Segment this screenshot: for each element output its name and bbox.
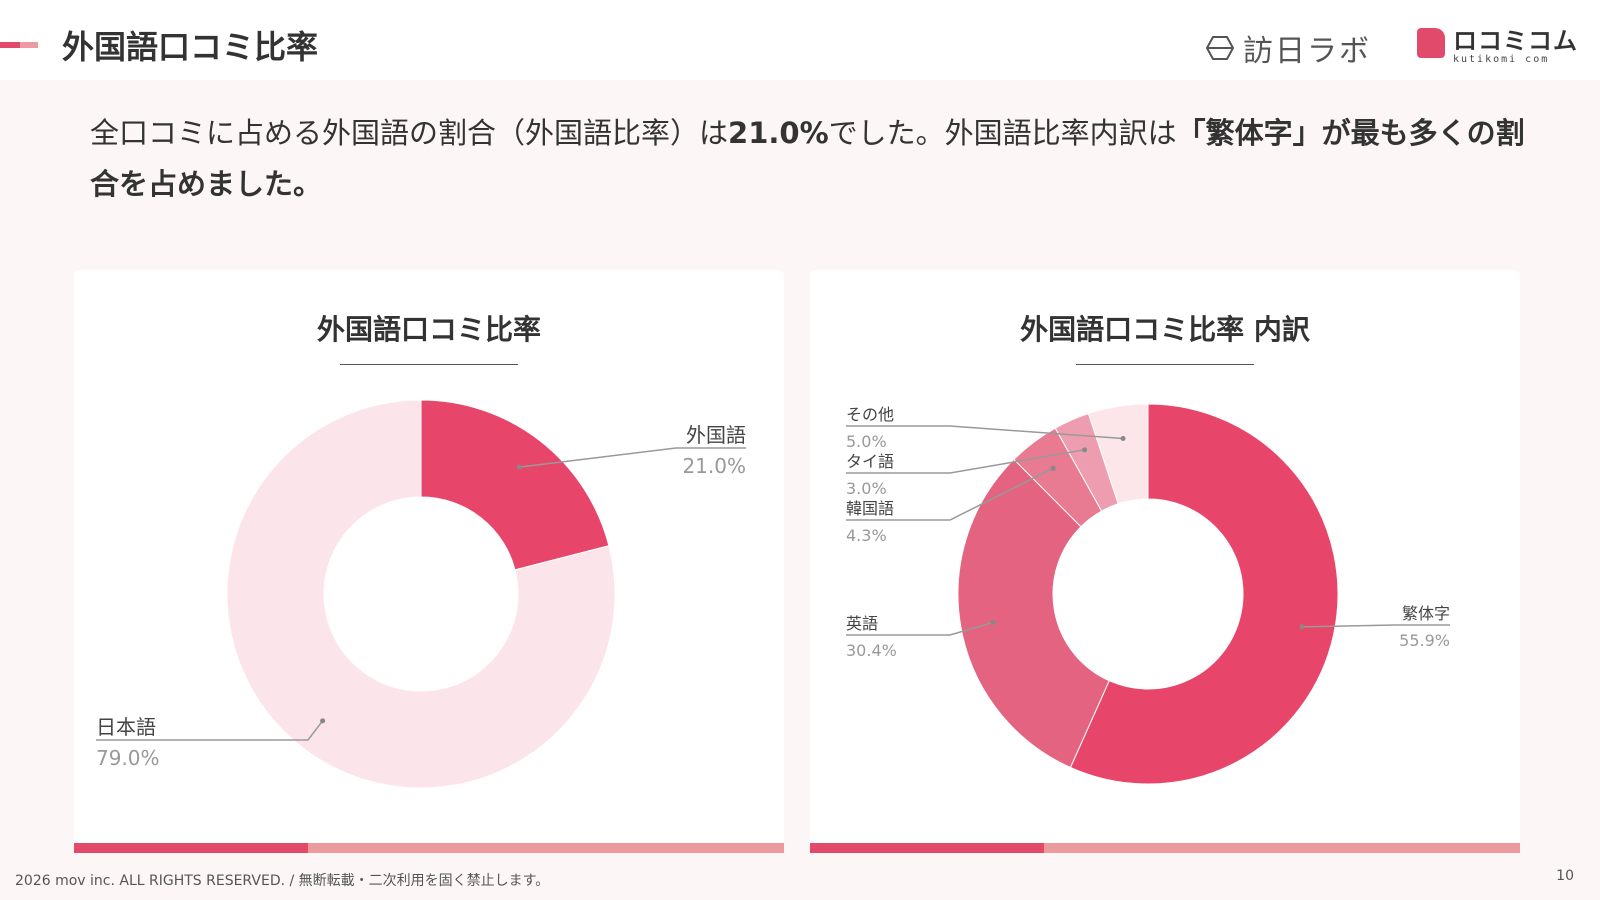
leader-dot [516, 464, 522, 470]
summary-text: 全口コミに占める外国語の割合（外国語比率）は21.0%でした。外国語比率内訳は「… [90, 108, 1530, 210]
slice-label: 英語 [846, 614, 878, 633]
slice-value-label: 21.0% [682, 454, 746, 478]
slice-label: 日本語 [96, 715, 156, 739]
hexagon-logo-icon [1205, 36, 1235, 60]
leader-dot [320, 718, 326, 724]
page-number: 10 [1556, 868, 1574, 884]
leader-line [846, 467, 1054, 521]
leader-line [1302, 624, 1450, 628]
card-bar-light [1044, 843, 1520, 853]
title-underline [340, 364, 518, 365]
leader-line [846, 425, 1124, 440]
donut-slice [957, 458, 1110, 769]
card-bar-dark [74, 843, 308, 853]
header-accent-light [20, 42, 38, 48]
brand-logo-honichi-lab: 訪日ラボ [1205, 26, 1371, 70]
slice-value-label: 5.0% [846, 432, 887, 451]
slice-label: 韓国語 [846, 499, 894, 518]
slice-value-label: 4.3% [846, 526, 887, 545]
card-bar-light [308, 843, 784, 853]
card-bar-dark [810, 843, 1044, 853]
page-title: 外国語口コミ比率 [62, 28, 319, 66]
slice-value-label: 30.4% [846, 641, 897, 660]
slice-label: 繁体字 [1402, 604, 1450, 623]
leader-dot [1120, 435, 1126, 441]
donut-chart-foreign-ratio: 外国語 21.0% 日本語 79.0% [96, 399, 746, 789]
title-underline [1076, 364, 1254, 365]
donut-slice [420, 399, 610, 571]
header-accent-dark [0, 42, 20, 48]
summary-rate: 21.0% [728, 116, 829, 150]
speech-bubble-logo-icon [1417, 28, 1445, 58]
chart-title: 外国語口コミ比率 [316, 313, 541, 346]
brand2-sub: kutikomi com [1453, 54, 1550, 65]
leader-line [519, 447, 746, 468]
donut-slice [1087, 403, 1149, 505]
leader-line [846, 621, 994, 636]
chart-card-foreign-ratio: 外国語口コミ比率 外国語 21.0% 日本語 79.0% [74, 270, 784, 853]
brand2-name: ロコミコム [1453, 27, 1578, 55]
slice-label: タイ語 [846, 452, 894, 471]
brand-logo-kutikomi: ロコミコム kutikomi com [1417, 28, 1578, 65]
leader-line [96, 720, 324, 741]
slice-value-label: 79.0% [96, 746, 160, 770]
donut-slice [226, 399, 616, 789]
brand1-name: 訪日ラボ [1243, 34, 1371, 69]
summary-highlight: 「繁体字」が最も多くの割合を占めました。 [90, 116, 1525, 201]
leader-dot [1082, 447, 1088, 453]
leader-dot [990, 619, 996, 625]
leader-line [846, 449, 1085, 474]
summary-part2: でした。外国語比率内訳は [828, 116, 1177, 150]
slice-value-label: 55.9% [1399, 631, 1450, 650]
leader-dot [1050, 465, 1056, 471]
slice-label: 外国語 [686, 423, 746, 447]
slice-label: その他 [846, 405, 894, 424]
leader-dot [1299, 624, 1305, 630]
summary-part1: 全口コミに占める外国語の割合（外国語比率）は [90, 116, 729, 150]
slice-value-label: 3.0% [846, 479, 887, 498]
footer-copyright: 2026 mov inc. ALL RIGHTS RESERVED. / 無断転… [15, 873, 550, 889]
chart-title: 外国語口コミ比率 内訳 [1020, 313, 1310, 346]
header-bar: 外国語口コミ比率 訪日ラボ ロコミコム kutikomi com [0, 0, 1600, 80]
chart-card-foreign-breakdown: 外国語口コミ比率 内訳 繁体字 55.9% 英語 30.4% 韓国語 4.3% タイ語 3.0… [810, 270, 1520, 853]
donut-chart-foreign-breakdown: 繁体字 55.9% 英語 30.4% 韓国語 4.3% タイ語 3.0% その他 5.0% [846, 403, 1450, 785]
donut-slice [1069, 403, 1339, 785]
